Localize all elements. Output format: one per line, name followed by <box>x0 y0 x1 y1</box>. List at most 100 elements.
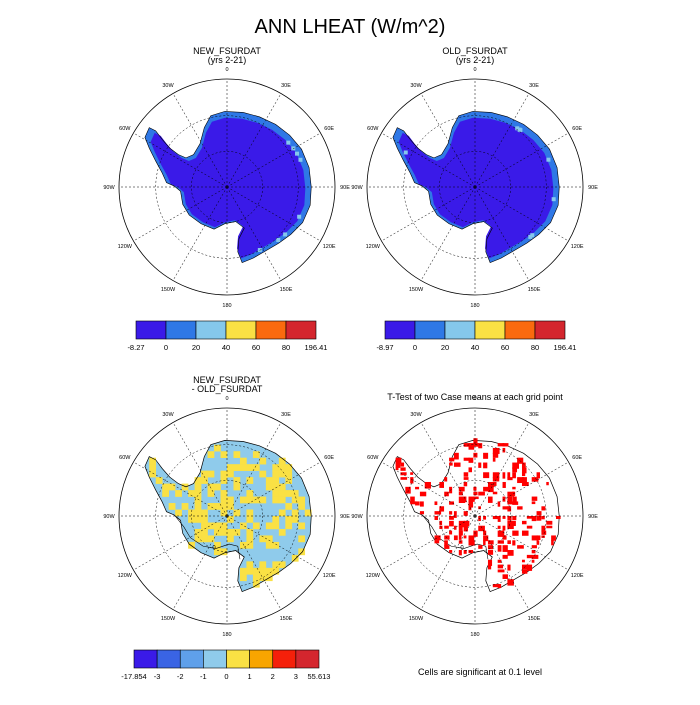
significance-footnote: Cells are significant at 0.1 level <box>418 667 542 677</box>
significant-cell <box>521 472 526 477</box>
significant-cell <box>521 520 527 525</box>
colorbar-swatch <box>255 320 287 340</box>
significant-cell <box>502 481 506 488</box>
significant-cell <box>473 486 477 491</box>
significant-cell <box>410 472 414 475</box>
difference-cell <box>259 561 267 569</box>
longitude-label: 30E <box>281 412 291 418</box>
significant-cell <box>507 525 514 530</box>
difference-cell <box>278 509 286 517</box>
meridian-line <box>226 186 321 242</box>
map-panel-new: NEW_FSURDAT(yrs 2-21) 0 30E 60E 90E 120E 150E 1… <box>103 46 350 352</box>
significant-cell <box>444 545 450 549</box>
colorbar-label: 1 <box>248 672 252 681</box>
difference-cell <box>285 516 293 523</box>
significant-cell <box>463 472 469 477</box>
difference-cell <box>246 561 254 569</box>
significant-cell <box>453 452 459 460</box>
panel-title: OLD_FSURDAT <box>442 46 508 56</box>
map-boundary <box>118 407 336 625</box>
difference-cell <box>227 516 234 523</box>
colorbar-label: 0 <box>164 343 168 352</box>
significant-cell <box>463 520 470 527</box>
colorbar-swatch <box>414 320 446 340</box>
difference-cell <box>162 483 169 491</box>
difference-cell <box>207 503 215 510</box>
significant-cell <box>556 516 561 520</box>
significant-cell <box>487 559 493 566</box>
difference-cell <box>259 457 267 465</box>
significant-cell <box>497 530 505 537</box>
difference-cell <box>220 496 228 504</box>
difference-cell <box>252 464 260 471</box>
meridian-line <box>420 515 476 610</box>
longitude-label: 180 <box>470 632 479 638</box>
difference-cell <box>278 470 286 478</box>
longitude-label: 90W <box>351 185 363 191</box>
difference-cell <box>194 503 202 510</box>
significant-cell <box>507 491 515 497</box>
significant-cell <box>536 540 540 545</box>
longitude-label: 30E <box>529 83 539 89</box>
difference-cell <box>227 528 234 536</box>
longitude-label: 150E <box>528 616 541 622</box>
longitude-label: 120W <box>366 244 381 250</box>
significant-cell <box>497 545 502 552</box>
significant-cell <box>458 540 463 544</box>
longitude-label: 150W <box>161 287 176 293</box>
map-panel-ttest: T-Test of two Case means at each grid po… <box>351 392 598 638</box>
meridian-line <box>226 422 282 517</box>
meridian-line <box>226 93 282 188</box>
significant-cell <box>483 472 490 479</box>
difference-cell <box>233 509 241 517</box>
difference-cell <box>272 483 280 491</box>
longitude-label: 60E <box>572 455 582 461</box>
meridian-line <box>474 461 569 517</box>
latent-heat-field <box>150 117 306 259</box>
significant-cell <box>497 584 502 589</box>
colorbar-swatch <box>534 320 566 340</box>
margin-cell <box>530 233 535 238</box>
difference-cell <box>227 496 234 504</box>
significant-cell <box>521 559 525 563</box>
difference-cell <box>220 528 228 536</box>
significant-cell <box>531 545 537 549</box>
contour-label: 0 <box>212 545 216 551</box>
latitude-circle <box>403 444 547 588</box>
difference-cell <box>214 503 221 510</box>
significant-cell <box>395 467 399 471</box>
colorbar-label: 2 <box>271 672 275 681</box>
difference-cell <box>188 541 195 549</box>
difference-cell <box>252 451 260 458</box>
difference-cell <box>214 444 221 452</box>
colorbar-label: 0 <box>224 672 228 681</box>
difference-cell <box>220 522 228 530</box>
difference-cell <box>304 509 312 517</box>
difference-cell <box>233 483 241 491</box>
difference-cell <box>246 535 254 543</box>
significant-cell <box>517 477 524 484</box>
significant-cell <box>541 530 547 535</box>
significant-cell <box>483 452 489 459</box>
colorbar-label: 80 <box>282 343 290 352</box>
significant-cell <box>483 486 490 492</box>
significant-cell <box>546 520 553 525</box>
map-panel-diff: NEW_FSURDAT- OLD_FSURDAT 0 0 30E 60E 90E 120E 1… <box>103 375 350 681</box>
meridian-line <box>133 186 228 242</box>
significant-cell <box>487 496 493 503</box>
difference-cell <box>239 457 247 465</box>
difference-cell <box>201 477 208 484</box>
meridian-line <box>381 186 476 242</box>
significant-cell <box>536 511 542 516</box>
significant-cell <box>458 530 463 536</box>
significant-cell <box>449 511 453 515</box>
colorbar-label: -3 <box>154 672 161 681</box>
difference-cell <box>220 548 228 556</box>
significant-cell <box>410 496 415 503</box>
colorbar-label: 20 <box>192 343 200 352</box>
difference-cell <box>291 490 299 497</box>
significant-cell <box>483 462 488 469</box>
significant-cell <box>502 516 506 519</box>
colorbar-label: -2 <box>177 672 184 681</box>
